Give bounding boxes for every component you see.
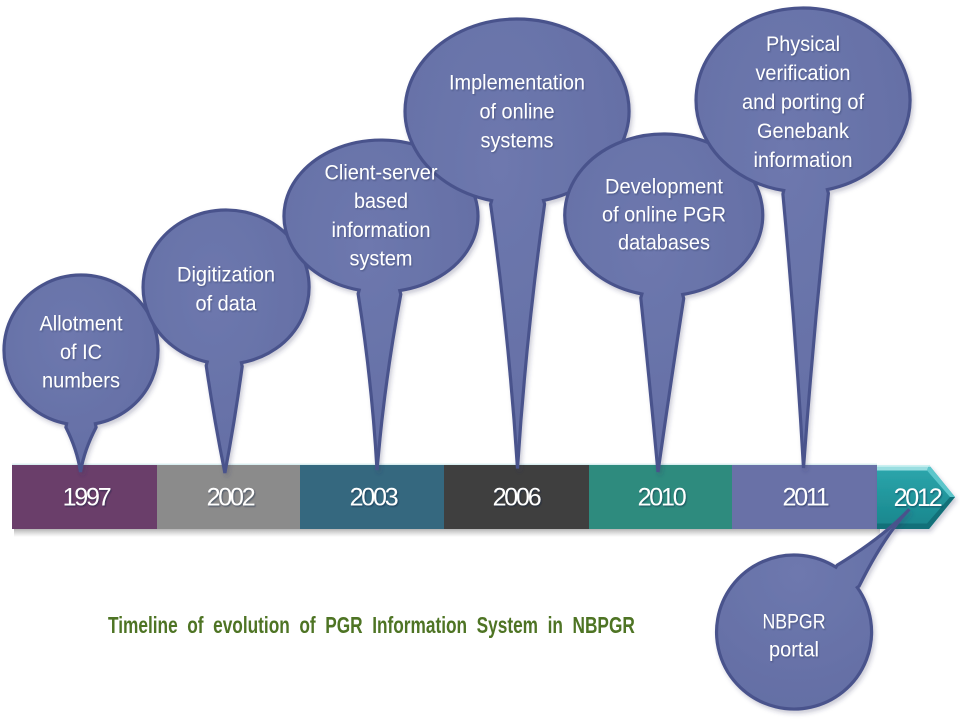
svg-text:information: information (754, 149, 853, 172)
svg-text:Digitization: Digitization (177, 264, 275, 287)
svg-text:information: information (332, 219, 431, 242)
svg-text:and porting of: and porting of (742, 91, 864, 114)
svg-text:Physical: Physical (766, 33, 840, 56)
svg-text:of online: of online (480, 101, 555, 124)
svg-text:Allotment: Allotment (40, 313, 123, 336)
svg-text:2012: 2012 (894, 484, 942, 512)
svg-text:2006: 2006 (493, 484, 541, 512)
svg-text:2011: 2011 (783, 484, 829, 512)
svg-text:numbers: numbers (42, 370, 120, 393)
svg-text:of IC: of IC (60, 341, 102, 364)
svg-text:databases: databases (618, 232, 710, 255)
svg-text:Development: Development (605, 176, 723, 199)
svg-text:based: based (354, 190, 408, 213)
svg-text:1997: 1997 (63, 484, 111, 512)
svg-text:of data: of data (196, 293, 257, 316)
svg-text:of online PGR: of online PGR (602, 204, 726, 227)
svg-text:2003: 2003 (350, 484, 398, 512)
svg-text:Client-server: Client-server (325, 162, 438, 185)
svg-text:systems: systems (481, 130, 554, 153)
svg-text:verification: verification (756, 62, 851, 85)
svg-text:NBPGR: NBPGR (763, 611, 826, 634)
svg-text:2010: 2010 (638, 484, 686, 512)
svg-text:portal: portal (769, 639, 819, 662)
svg-text:Implementation: Implementation (449, 72, 585, 95)
svg-text:system: system (350, 248, 413, 271)
svg-text:2002: 2002 (207, 484, 255, 512)
svg-text:Genebank: Genebank (757, 120, 849, 143)
